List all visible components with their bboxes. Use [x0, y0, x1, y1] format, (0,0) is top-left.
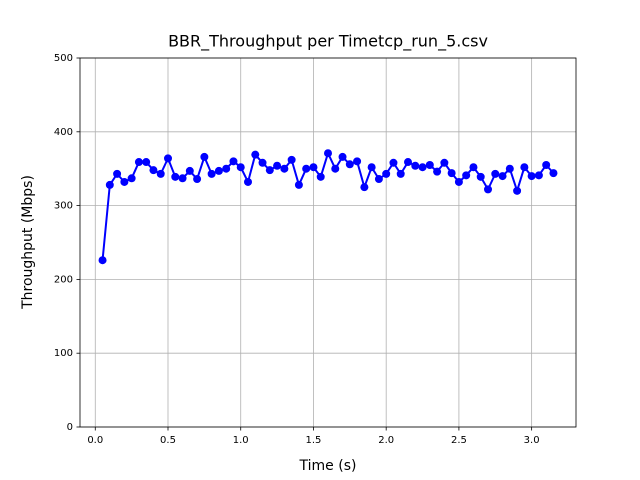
data-point — [171, 172, 180, 181]
x-tick-label: 3.0 — [524, 435, 540, 446]
data-point — [491, 169, 500, 178]
data-point — [462, 171, 471, 180]
data-point — [411, 161, 420, 170]
y-axis-label: Throughput (Mbps) — [20, 175, 36, 310]
x-tick-label: 0.5 — [160, 435, 176, 446]
data-point — [527, 172, 536, 181]
data-point — [244, 177, 252, 186]
data-point — [280, 164, 289, 173]
data-point — [236, 163, 245, 172]
data-point — [149, 166, 158, 175]
y-tick-label: 400 — [54, 127, 73, 138]
data-point — [331, 164, 340, 173]
data-point — [214, 166, 223, 175]
data-point — [433, 167, 442, 176]
y-tick-label: 100 — [54, 348, 73, 359]
data-point — [134, 158, 143, 167]
data-point — [193, 175, 202, 184]
data-point — [454, 177, 463, 186]
data-point — [127, 174, 136, 183]
data-point — [345, 160, 354, 169]
data-point — [287, 155, 296, 164]
data-point — [440, 158, 449, 167]
x-tick-label: 0.0 — [87, 435, 103, 446]
data-point — [178, 174, 187, 183]
data-point — [389, 158, 398, 167]
y-tick-label: 0 — [67, 422, 73, 433]
data-point — [520, 163, 529, 172]
plot — [98, 149, 558, 265]
data-point — [360, 183, 369, 192]
x-tick-label: 1.0 — [233, 435, 249, 446]
data-point — [469, 163, 478, 172]
data-point — [113, 169, 122, 178]
data-point — [404, 158, 412, 167]
data-point — [374, 175, 383, 184]
data-point — [120, 177, 129, 186]
data-point — [382, 169, 391, 178]
data-point — [396, 169, 405, 178]
data-point — [476, 172, 485, 181]
y-tick-label: 300 — [54, 201, 73, 212]
data-point — [273, 161, 282, 170]
data-point — [367, 163, 376, 172]
data-point — [513, 186, 522, 195]
x-axis-label: Time (s) — [299, 458, 357, 474]
data-point — [418, 163, 427, 172]
axes-frame — [79, 57, 577, 428]
x-tick-label: 1.5 — [306, 435, 322, 446]
data-point — [229, 157, 238, 166]
data-point — [142, 158, 151, 167]
data-point — [200, 152, 209, 161]
data-point — [258, 158, 267, 167]
data-point — [265, 166, 274, 175]
data-point — [164, 154, 172, 163]
data-point — [534, 171, 543, 180]
data-point — [324, 149, 332, 158]
data-point — [447, 169, 456, 178]
data-point — [338, 152, 347, 161]
data-point — [353, 157, 362, 166]
data-point — [484, 185, 492, 194]
data-point — [316, 172, 325, 181]
data-point — [302, 164, 311, 173]
data-point — [105, 180, 114, 189]
data-point — [222, 164, 231, 173]
data-point — [498, 172, 507, 181]
data-point — [156, 169, 165, 178]
y-tick-label: 200 — [54, 274, 73, 285]
data-point — [98, 256, 107, 265]
x-tick-label: 2.0 — [378, 435, 394, 446]
data-point — [251, 150, 260, 159]
chart-title: BBR_Throughput per Timetcp_run_5.csv — [168, 32, 488, 52]
data-point — [549, 169, 558, 178]
x-tick-label: 2.5 — [451, 435, 467, 446]
data-point — [542, 161, 551, 170]
data-point — [425, 161, 434, 170]
data-point — [505, 164, 514, 173]
data-point — [309, 163, 318, 172]
data-point — [207, 169, 216, 178]
data-point — [185, 166, 194, 175]
data-point — [294, 180, 303, 189]
y-tick-label: 500 — [54, 53, 73, 64]
